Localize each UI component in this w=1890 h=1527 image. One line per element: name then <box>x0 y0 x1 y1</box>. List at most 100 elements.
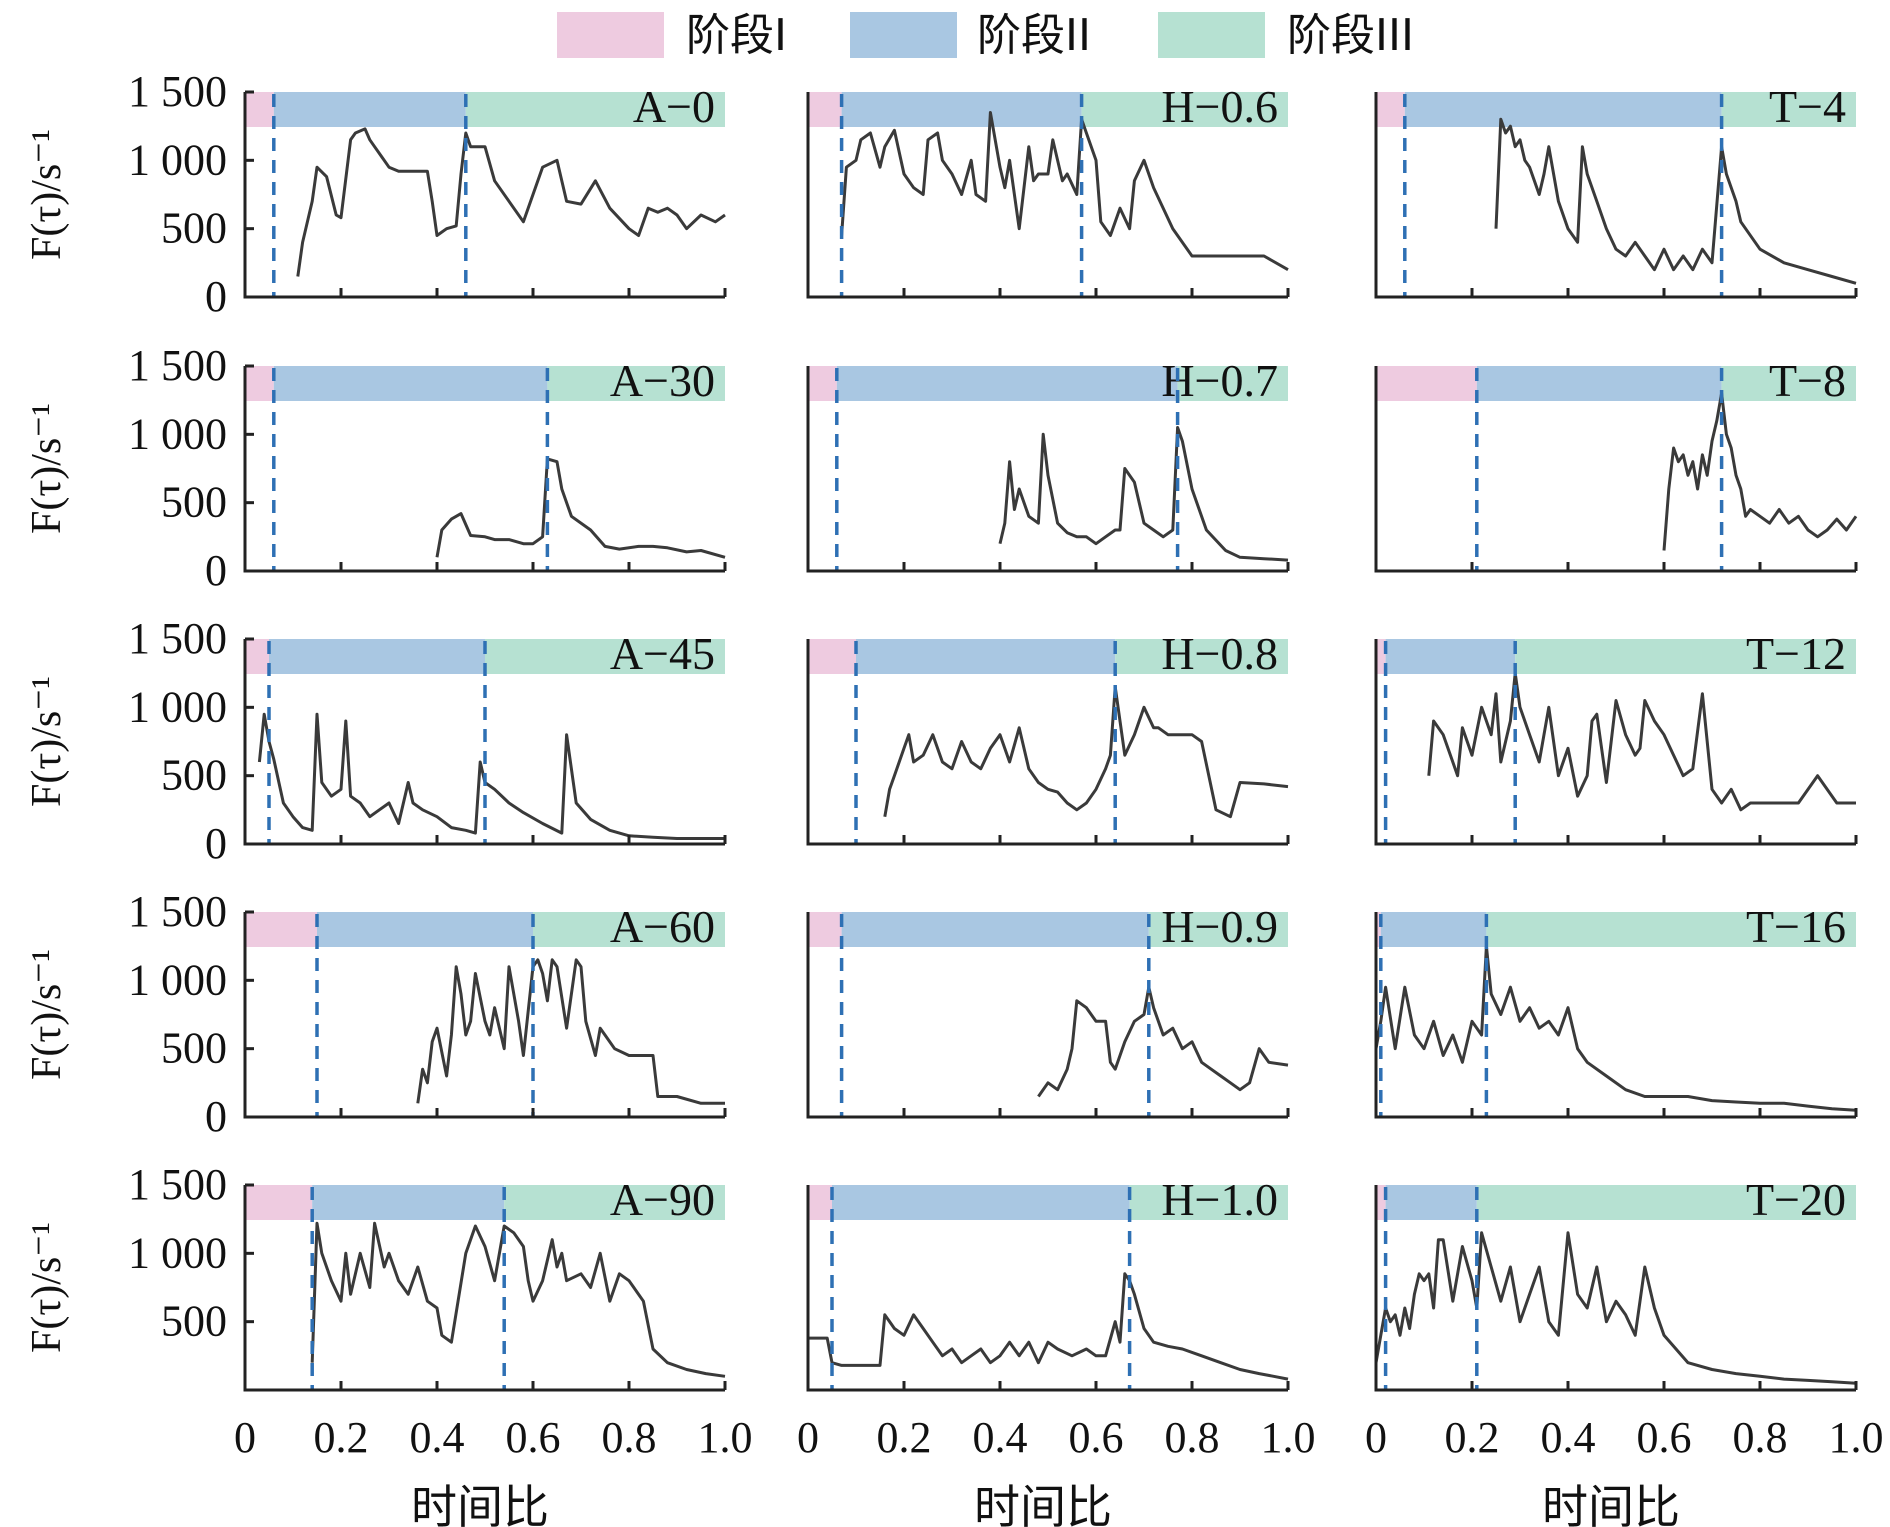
stage-band-2 <box>841 92 1082 127</box>
stage-band-3 <box>1476 1185 1856 1220</box>
y-axis-label: F(τ)/s⁻¹ <box>24 949 70 1080</box>
stage-band-3 <box>1148 912 1288 947</box>
y-axis-label: F(τ)/s⁻¹ <box>24 1222 70 1353</box>
stage-band-2 <box>832 1185 1130 1220</box>
stage-band-3 <box>1721 366 1856 401</box>
x-tick-label: 1.0 <box>1261 1413 1316 1462</box>
stage-band-2 <box>312 1185 505 1220</box>
stage-band-2 <box>1476 366 1722 401</box>
y-tick-label: 500 <box>161 478 227 527</box>
panel-4: A−60 0 500 1 000 1 500 F(τ)/s⁻¹ <box>24 887 727 1141</box>
panel-label: A−0 <box>633 81 715 132</box>
series-line <box>1374 1231 1857 1385</box>
series-line <box>1037 985 1289 1098</box>
y-axis-label: F(τ)/s⁻¹ <box>24 129 70 260</box>
stage-band-1 <box>245 912 317 947</box>
stage-band-3 <box>504 1185 725 1220</box>
series-line <box>416 958 725 1105</box>
panel-2: A−30 0 500 1 000 1 500 F(τ)/s⁻¹ <box>24 341 727 595</box>
panel-label: H−0.8 <box>1161 628 1278 679</box>
stage-band-2 <box>1404 92 1722 127</box>
stage-band-1 <box>808 92 842 127</box>
x-tick-label: 0.2 <box>314 1413 369 1462</box>
panel-label: H−1.0 <box>1161 1174 1278 1225</box>
panel-label: T−20 <box>1746 1174 1846 1225</box>
x-tick-label: 0.4 <box>410 1413 465 1462</box>
panel-label: A−90 <box>610 1174 715 1225</box>
stage-band-1 <box>1376 1185 1386 1220</box>
series-line <box>257 712 725 840</box>
panel-label: T−8 <box>1769 355 1846 406</box>
x-tick-label: 1.0 <box>698 1413 753 1462</box>
stage-band-1 <box>808 639 856 674</box>
x-tick-label: 0 <box>797 1413 819 1462</box>
y-tick-label: 0 <box>205 1092 227 1141</box>
x-tick-label: 0.8 <box>602 1413 657 1462</box>
y-tick-label: 1 500 <box>128 614 227 663</box>
panel-6: H−0.6 <box>806 81 1290 299</box>
y-tick-label: 0 <box>205 546 227 595</box>
x-tick-label: 0.2 <box>1445 1413 1500 1462</box>
panel-10: H−1.0 0 0.2 0.4 0.6 0.8 1.0 时间比 <box>797 1174 1316 1527</box>
series-line <box>296 127 726 277</box>
stage-band-2 <box>841 912 1149 947</box>
y-axis-label: F(τ)/s⁻¹ <box>24 403 70 534</box>
series-line <box>435 457 726 559</box>
stage-band-3 <box>547 366 725 401</box>
x-tick-label: 0.6 <box>506 1413 561 1462</box>
stage-band-1 <box>245 366 274 401</box>
stage-band-1 <box>808 366 837 401</box>
x-tick-label: 0.8 <box>1733 1413 1788 1462</box>
stage-band-2 <box>1385 639 1516 674</box>
stage-band-3 <box>1721 92 1856 127</box>
panel-8: H−0.8 <box>806 628 1290 846</box>
y-tick-label: 500 <box>161 1024 227 1073</box>
stage-band-3 <box>533 912 725 947</box>
y-tick-label: 1 000 <box>128 955 227 1004</box>
stage-band-1 <box>1376 639 1386 674</box>
panel-1: A−0 0 500 1 000 1 500 F(τ)/s⁻¹ <box>24 67 727 321</box>
panel-12: T−8 <box>1374 355 1858 573</box>
y-tick-label: 1 000 <box>128 135 227 184</box>
panel-label: T−12 <box>1746 628 1846 679</box>
y-tick-label: 1 000 <box>128 409 227 458</box>
x-tick-label: 0.6 <box>1069 1413 1124 1462</box>
y-tick-label: 1 000 <box>128 1228 227 1277</box>
panel-7: H−0.7 <box>806 355 1290 573</box>
legend-swatch-2 <box>850 12 957 58</box>
y-tick-label: 0 <box>205 819 227 868</box>
stage-band-2 <box>1385 1185 1477 1220</box>
panel-label: A−45 <box>610 628 715 679</box>
series-line <box>808 1272 1289 1381</box>
y-tick-label: 1 500 <box>128 341 227 390</box>
series-line <box>1427 671 1856 812</box>
panel-label: T−4 <box>1769 81 1846 132</box>
x-tick-label: 0.6 <box>1637 1413 1692 1462</box>
x-tick-label: 0.2 <box>877 1413 932 1462</box>
x-axis-label: 时间比 <box>411 1480 549 1527</box>
stage-band-2 <box>273 366 548 401</box>
panel-9: H−0.9 <box>806 901 1290 1119</box>
series-line <box>998 426 1289 562</box>
panel-3: A−45 0 500 1 000 1 500 F(τ)/s⁻¹ <box>24 614 727 868</box>
panel-label: A−60 <box>610 901 715 952</box>
y-axis-label: F(τ)/s⁻¹ <box>24 676 70 807</box>
legend-label-1: 阶段I <box>686 10 787 61</box>
x-tick-label: 0.4 <box>1541 1413 1596 1462</box>
stage-band-2 <box>269 639 485 674</box>
series-line <box>1374 944 1857 1112</box>
series-line <box>1662 391 1858 551</box>
stage-band-3 <box>485 639 725 674</box>
panel-label: H−0.7 <box>1161 355 1278 406</box>
series-line <box>1494 117 1857 285</box>
y-tick-label: 500 <box>161 204 227 253</box>
y-tick-label: 1 500 <box>128 1160 227 1209</box>
stage-band-1 <box>1376 92 1405 127</box>
panel-label: T−16 <box>1746 901 1846 952</box>
stage-band-3 <box>1081 92 1288 127</box>
legend-label-3: 阶段III <box>1287 10 1414 61</box>
panels: A−0 0 500 1 000 1 500 F(τ)/s⁻¹ A−30 0 500 1 000 1 … <box>24 67 1884 1527</box>
stage-band-3 <box>1486 912 1856 947</box>
y-tick-label: 1 500 <box>128 887 227 936</box>
panel-label: H−0.6 <box>1161 81 1278 132</box>
